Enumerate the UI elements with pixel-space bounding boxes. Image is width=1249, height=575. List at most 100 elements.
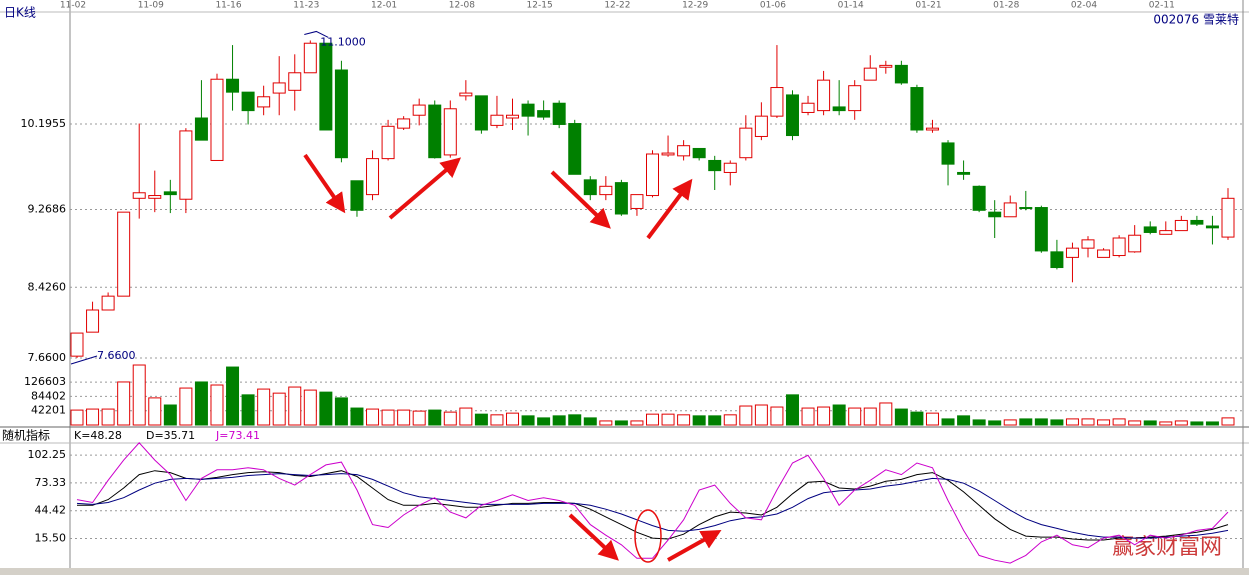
x-tick-label: 01-21 [915, 1, 941, 11]
volume-bar [148, 397, 162, 426]
volume-bar [381, 409, 395, 426]
volume-bar [832, 404, 846, 426]
volume-bar [739, 405, 753, 426]
volume-bar [1019, 418, 1033, 426]
annotation-arrows [303, 153, 722, 562]
toolbar[interactable] [0, 568, 1249, 575]
volume-bar [257, 388, 271, 426]
candle-body [661, 152, 675, 156]
volume-bar [614, 420, 628, 426]
candle-body [303, 42, 317, 74]
arrow [303, 153, 346, 214]
y-tick-label: 102.25 [28, 448, 67, 461]
x-tick-label: 12-22 [604, 1, 630, 11]
candle-body [459, 92, 473, 97]
candle-body [70, 332, 84, 357]
candle-body [708, 159, 722, 172]
candle-body [288, 72, 302, 91]
volume-bar [1112, 418, 1126, 426]
candle-body [1050, 251, 1064, 269]
chart-subtitle: 002076 雪莱特 [1153, 12, 1239, 27]
candle-body [163, 191, 177, 196]
volume-bar [70, 409, 84, 426]
candle-body [319, 42, 333, 131]
indicator-line [76, 473, 1229, 539]
volume-bar [894, 408, 908, 426]
candle-body [630, 194, 644, 209]
volume-bar [1065, 418, 1079, 426]
volume-bar [863, 407, 877, 426]
volume-bar [521, 415, 535, 426]
candle-body [568, 123, 582, 175]
max-label: 11.1000 [320, 35, 366, 48]
candle-body [428, 104, 442, 159]
volume-bar [334, 397, 348, 426]
y-tick-label: 73.33 [35, 476, 67, 489]
y-tick-label: 84402 [31, 389, 66, 402]
volume-bar [132, 364, 146, 426]
candle-body [910, 87, 924, 131]
candle-body [1190, 219, 1204, 225]
candle-body [972, 185, 986, 211]
x-tick-label: 11-02 [60, 1, 86, 11]
volume-bar [163, 404, 177, 426]
volume-bar [972, 419, 986, 426]
candle-body [101, 295, 115, 311]
x-tick-label: 02-04 [1071, 1, 1097, 11]
arrow [667, 530, 722, 562]
volume-bar [646, 413, 659, 426]
candle-body [739, 127, 753, 159]
volume-bar [599, 420, 613, 426]
volume-bar [692, 415, 706, 426]
highlight-ellipse [634, 509, 662, 563]
volume-bar [412, 410, 426, 426]
indicator-line [76, 442, 1229, 564]
candle-body [132, 192, 146, 199]
x-tick-label: 01-06 [760, 1, 786, 11]
candle-body [272, 82, 286, 94]
candle-body [1097, 249, 1111, 258]
volume-bar [117, 381, 131, 426]
candle-body [1081, 239, 1095, 249]
x-tick-label: 12-29 [682, 1, 708, 11]
volume-bar [754, 404, 768, 426]
volume-bar [1159, 421, 1173, 426]
indicator-title: 随机指标 [2, 428, 50, 443]
arrow [550, 170, 611, 229]
volume-bar [910, 411, 924, 426]
volume-bar [319, 391, 333, 426]
candle-body [521, 103, 535, 117]
volume-bar [86, 408, 100, 426]
volume-bar [817, 406, 831, 426]
candle-body [117, 211, 131, 297]
volume-bar [194, 381, 208, 426]
volume-bar [1034, 418, 1048, 426]
candle-body [988, 211, 1002, 218]
volume-bar [490, 414, 504, 426]
candle-body [1065, 247, 1079, 258]
candle-body [1159, 230, 1173, 235]
volume-bar [988, 420, 1002, 426]
x-tick-label: 02-11 [1149, 1, 1175, 11]
volume-bar [288, 386, 302, 426]
candle-body [552, 102, 566, 125]
y-tick-label: 10.1955 [21, 117, 67, 130]
y-tick-label: 7.6600 [28, 351, 67, 364]
candle-body [817, 79, 831, 112]
legend-entry: D=35.71 [146, 429, 195, 442]
candle-body [334, 69, 348, 159]
candle-body [614, 182, 628, 215]
candle-body [412, 104, 426, 116]
volume-bar [941, 418, 955, 426]
candle-body [210, 78, 224, 161]
y-tick-label: 15.50 [35, 532, 67, 545]
legend-entry: K=48.28 [74, 429, 122, 442]
arrow [568, 513, 619, 561]
candle-body [366, 158, 380, 196]
candle-body [86, 309, 100, 333]
candle-body [723, 162, 737, 173]
x-tick-label: 11-23 [293, 1, 319, 11]
volume-bar [879, 402, 893, 426]
candle-body [1128, 234, 1142, 253]
